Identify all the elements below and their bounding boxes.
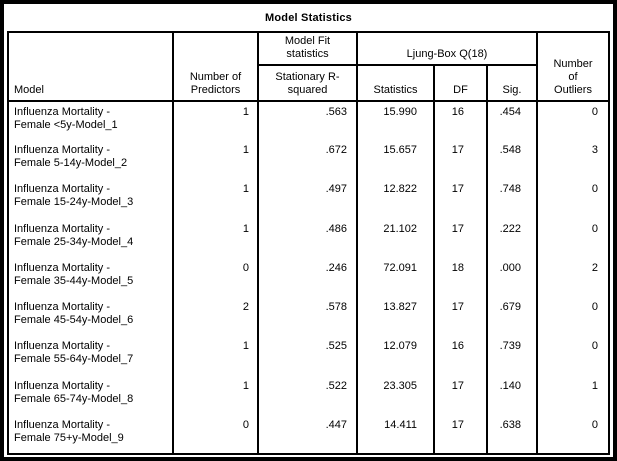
predictors-cell: 1 (172, 101, 258, 141)
predictors-cell: 0 (172, 257, 258, 298)
statistics-cell: 12.822 (356, 179, 434, 219)
r-squared-cell: .447 (257, 414, 357, 454)
df-cell: 16 (433, 101, 487, 141)
sig-cell: .222 (486, 218, 537, 258)
statistics-cell: 14.411 (356, 414, 434, 454)
table-row: Influenza Mortality - Female 35-44y-Mode… (7, 257, 609, 298)
predictors-cell: 0 (172, 414, 258, 454)
sig-cell: .140 (486, 375, 537, 415)
model-name-cell: Influenza Mortality - Female 5-14y-Model… (7, 140, 173, 180)
table-body: Influenza Mortality - Female <5y-Model_1… (7, 101, 609, 454)
header-row-spanners: Model Number of Predictors Model Fit sta… (7, 32, 609, 102)
model-name-cell: Influenza Mortality - Female 15-24y-Mode… (7, 179, 173, 219)
r-squared-cell: .578 (257, 297, 357, 337)
statistics-cell: 15.990 (356, 101, 434, 141)
outliers-cell: 0 (536, 179, 609, 219)
model-name-cell: Influenza Mortality - Female 25-34y-Mode… (7, 218, 173, 258)
statistics-cell: 15.657 (356, 140, 434, 180)
table-row: Influenza Mortality - Female <5y-Model_1… (7, 101, 609, 141)
outliers-cell: 3 (536, 140, 609, 180)
table-row: Influenza Mortality - Female 25-34y-Mode… (7, 218, 609, 258)
sig-cell: .638 (486, 414, 537, 454)
table-row: Influenza Mortality - Female 15-24y-Mode… (7, 179, 609, 219)
model-statistics-table: Model Number of Predictors Model Fit sta… (7, 31, 610, 455)
r-squared-cell: .522 (257, 375, 357, 415)
table-title: Model Statistics (265, 11, 352, 24)
r-squared-cell: .497 (257, 179, 357, 219)
outliers-cell: 0 (536, 101, 609, 141)
sig-cell: .454 (486, 101, 537, 141)
predictors-cell: 2 (172, 297, 258, 337)
sig-cell: .679 (486, 297, 537, 337)
r-squared-cell: .563 (257, 101, 357, 141)
header-row-columns: Stationary R- squared Statistics DF Sig. (8, 65, 609, 102)
model-name-cell: Influenza Mortality - Female 35-44y-Mode… (7, 257, 173, 298)
table-row: Influenza Mortality - Female 55-64y-Mode… (7, 336, 609, 376)
sig-cell: .739 (486, 336, 537, 376)
df-cell: 17 (433, 414, 487, 454)
df-cell: 16 (433, 336, 487, 376)
statistics-cell: 23.305 (356, 375, 434, 415)
statistics-cell: 13.827 (356, 297, 434, 337)
sig-cell: .748 (486, 179, 537, 219)
outliers-cell: 0 (536, 336, 609, 376)
df-cell: 17 (433, 218, 487, 258)
outliers-cell: 0 (536, 414, 609, 454)
column-header-sig: Sig. (486, 65, 537, 102)
predictors-cell: 1 (172, 375, 258, 415)
df-cell: 17 (433, 375, 487, 415)
outliers-cell: 0 (536, 297, 609, 337)
spss-output-sheet: Model Statistics Model Number of Predict… (4, 4, 613, 457)
r-squared-cell: .246 (257, 257, 357, 298)
column-header-predictors: Number of Predictors (172, 32, 258, 102)
model-name-cell: Influenza Mortality - Female 75+y-Model_… (7, 414, 173, 454)
sig-cell: .000 (486, 257, 537, 298)
column-header-statistics: Statistics (356, 65, 434, 102)
model-name-cell: Influenza Mortality - Female 45-54y-Mode… (7, 297, 173, 337)
column-header-model: Model (7, 32, 173, 102)
model-name-cell: Influenza Mortality - Female 55-64y-Mode… (7, 336, 173, 376)
table-header: Model Number of Predictors Model Fit sta… (7, 32, 609, 102)
predictors-cell: 1 (172, 140, 258, 180)
spanner-model-fit-statistics: Model Fit statistics (257, 32, 357, 66)
statistics-cell: 72.091 (356, 257, 434, 298)
statistics-table: Model Number of Predictors Model Fit sta… (7, 31, 610, 455)
table-row: Influenza Mortality - Female 45-54y-Mode… (7, 297, 609, 337)
table-row: Influenza Mortality - Female 5-14y-Model… (7, 140, 609, 180)
predictors-cell: 1 (172, 336, 258, 376)
model-name-cell: Influenza Mortality - Female 65-74y-Mode… (7, 375, 173, 415)
df-cell: 17 (433, 140, 487, 180)
spanner-ljung-box: Ljung-Box Q(18) (356, 32, 537, 66)
df-cell: 18 (433, 257, 487, 298)
statistics-cell: 21.102 (356, 218, 434, 258)
r-squared-cell: .486 (257, 218, 357, 258)
column-header-stationary-r-squared: Stationary R- squared (257, 65, 357, 102)
outliers-cell: 1 (536, 375, 609, 415)
outliers-cell: 0 (536, 218, 609, 258)
sig-cell: .548 (486, 140, 537, 180)
df-cell: 17 (433, 297, 487, 337)
r-squared-cell: .672 (257, 140, 357, 180)
table-row: Influenza Mortality - Female 75+y-Model_… (7, 414, 609, 454)
df-cell: 17 (433, 179, 487, 219)
column-header-outliers: Number of Outliers (536, 32, 609, 102)
outliers-cell: 2 (536, 257, 609, 298)
r-squared-cell: .525 (257, 336, 357, 376)
model-name-cell: Influenza Mortality - Female <5y-Model_1 (7, 101, 173, 141)
table-row: Influenza Mortality - Female 65-74y-Mode… (7, 375, 609, 415)
statistics-cell: 12.079 (356, 336, 434, 376)
predictors-cell: 1 (172, 179, 258, 219)
column-header-df: DF (433, 65, 487, 102)
predictors-cell: 1 (172, 218, 258, 258)
